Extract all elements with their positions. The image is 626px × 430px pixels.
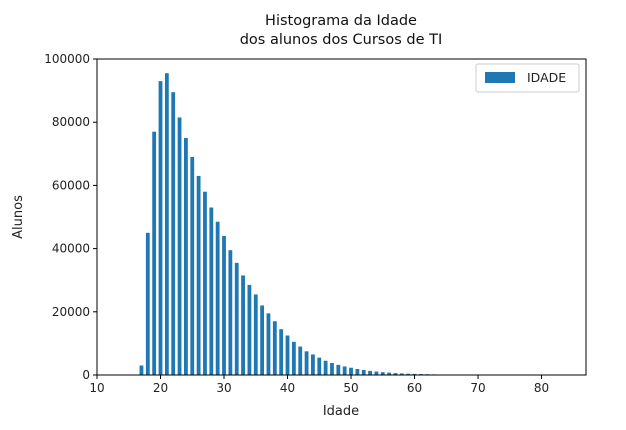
x-tick-label: 20	[153, 381, 168, 395]
histogram-bar	[342, 366, 347, 375]
plot-frame	[96, 58, 587, 376]
histogram-bar	[158, 81, 163, 376]
histogram-bar	[272, 321, 277, 375]
x-tick-label: 80	[534, 381, 549, 395]
y-tick-label: 100000	[44, 52, 90, 66]
histogram-bar	[215, 221, 220, 375]
y-tick-label: 40000	[52, 242, 90, 256]
x-tick-label: 60	[407, 381, 422, 395]
y-tick-label: 0	[82, 368, 90, 382]
histogram-bar	[241, 275, 245, 375]
y-tick-label: 20000	[52, 305, 90, 319]
x-tick-label: 40	[280, 381, 295, 395]
chart-title-line-2: dos alunos dos Cursos de TI	[240, 32, 443, 48]
y-tick-label: 80000	[52, 115, 90, 129]
histogram-bar	[374, 371, 379, 375]
histogram-bar	[171, 92, 176, 376]
histogram-bar	[285, 335, 290, 375]
histogram-bar	[279, 329, 284, 375]
histogram-bar	[355, 369, 360, 375]
histogram-bar	[260, 305, 265, 375]
histogram-bar	[266, 313, 271, 375]
histogram-bar	[228, 250, 233, 375]
histogram-bar	[164, 73, 169, 375]
histogram-bar	[196, 175, 201, 375]
histogram-bar	[139, 365, 144, 375]
histogram-bar	[387, 372, 392, 375]
histogram-bar	[349, 367, 353, 375]
histogram-bar	[323, 360, 328, 375]
histogram-bar	[298, 346, 303, 375]
histogram-bar	[203, 191, 207, 375]
y-tick-label: 60000	[52, 178, 90, 192]
y-axis-ticks: 0 20000 40000 60000 80000 100000	[44, 52, 97, 382]
histogram-bar	[406, 373, 411, 375]
histogram-bar	[253, 294, 258, 375]
histogram-bar	[247, 284, 252, 375]
chart-title-line-1: Histograma da Idade	[265, 13, 417, 29]
x-tick-label: 10	[89, 381, 104, 395]
legend-swatch	[485, 72, 515, 83]
histogram-bar	[399, 373, 404, 375]
histogram-bar	[311, 354, 315, 375]
legend-box	[475, 63, 580, 93]
histogram-bar	[222, 235, 226, 375]
histogram-bar	[317, 357, 322, 375]
histogram-bar	[368, 370, 372, 375]
x-tick-label: 30	[216, 381, 231, 395]
histogram-bar	[393, 373, 398, 375]
x-tick-label: 50	[343, 381, 358, 395]
x-axis-ticks: 10 20 30 40 50 60 70 80	[89, 375, 549, 395]
histogram-bar	[336, 364, 341, 375]
histogram-bar	[234, 262, 239, 375]
histogram-bar	[412, 373, 417, 375]
histogram-bar	[190, 156, 195, 375]
histogram-bar	[152, 131, 157, 375]
histogram-bar	[184, 138, 188, 375]
histogram-bar	[209, 207, 214, 375]
histogram-bar	[291, 341, 296, 375]
x-tick-label: 70	[470, 381, 485, 395]
bars-group	[139, 73, 480, 376]
histogram-bar	[145, 232, 150, 375]
histogram-bar	[177, 117, 182, 376]
histogram-bar	[361, 369, 366, 375]
histogram-bar	[380, 372, 385, 375]
x-axis-label: Idade	[323, 404, 359, 419]
legend: IDADE	[475, 63, 580, 93]
histogram-bar	[304, 351, 309, 375]
histogram-bar	[330, 362, 334, 375]
y-axis-label: Alunos	[11, 195, 26, 239]
legend-label: IDADE	[527, 70, 566, 85]
